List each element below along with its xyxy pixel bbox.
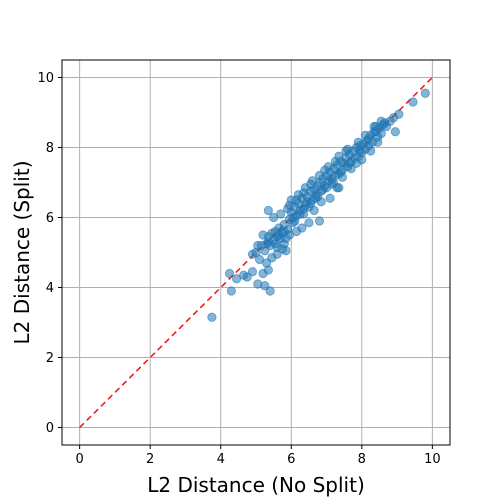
- data-point: [355, 146, 365, 156]
- data-point: [253, 240, 263, 251]
- x-tick-label: 0: [75, 452, 83, 467]
- data-point: [276, 209, 286, 219]
- y-tick-label: 2: [46, 351, 54, 366]
- x-tick-label: 10: [424, 452, 441, 467]
- data-point: [207, 312, 217, 322]
- data-point: [247, 249, 258, 259]
- data-point: [334, 183, 344, 193]
- y-tick-label: 10: [37, 71, 54, 86]
- data-point: [420, 88, 430, 98]
- data-point: [291, 195, 302, 205]
- data-point: [360, 130, 370, 140]
- data-point: [369, 121, 379, 132]
- y-axis-label: L2 Distance (Split): [10, 161, 34, 345]
- y-tick-label: 6: [46, 211, 54, 226]
- data-point: [373, 137, 383, 147]
- ticks: 0 2 4 6 8 10 0 2 4 6 8 10: [37, 71, 440, 467]
- x-tick-label: 2: [146, 452, 154, 467]
- plot-frame: [61, 59, 451, 446]
- data-point: [306, 179, 316, 189]
- data-point: [224, 268, 235, 279]
- data-point: [330, 156, 340, 167]
- data-point: [366, 146, 376, 156]
- y-tick-label: 4: [46, 281, 54, 296]
- data-point: [337, 172, 348, 182]
- x-axis-label: L2 Distance (No Split): [147, 473, 365, 497]
- data-point: [265, 286, 275, 296]
- data-point: [314, 216, 325, 226]
- data-point: [313, 191, 323, 202]
- data-point: [258, 230, 268, 240]
- x-tick-label: 6: [287, 452, 295, 467]
- data-point: [284, 200, 295, 210]
- data-point: [226, 286, 236, 296]
- data-point: [320, 165, 330, 175]
- x-tick-label: 4: [217, 452, 225, 467]
- data-point: [247, 267, 258, 277]
- data-point: [306, 198, 316, 209]
- data-point: [281, 233, 291, 244]
- data-point: [299, 204, 309, 214]
- data-point: [408, 97, 418, 107]
- data-point: [394, 109, 404, 119]
- data-points: [207, 88, 430, 322]
- data-point: [346, 163, 356, 174]
- data-point: [321, 183, 332, 193]
- data-point: [290, 216, 300, 226]
- data-point: [357, 155, 367, 165]
- data-point: [299, 188, 309, 198]
- data-point: [343, 144, 353, 154]
- x-tick-label: 8: [358, 452, 366, 467]
- y-tick-label: 8: [46, 141, 54, 156]
- data-point: [376, 116, 386, 126]
- data-point: [325, 193, 335, 203]
- data-point: [304, 218, 314, 228]
- data-point: [270, 239, 280, 249]
- data-point: [263, 205, 273, 216]
- data-point: [353, 137, 363, 147]
- data-point: [390, 127, 400, 137]
- y-tick-label: 0: [46, 421, 54, 436]
- data-point: [261, 258, 272, 268]
